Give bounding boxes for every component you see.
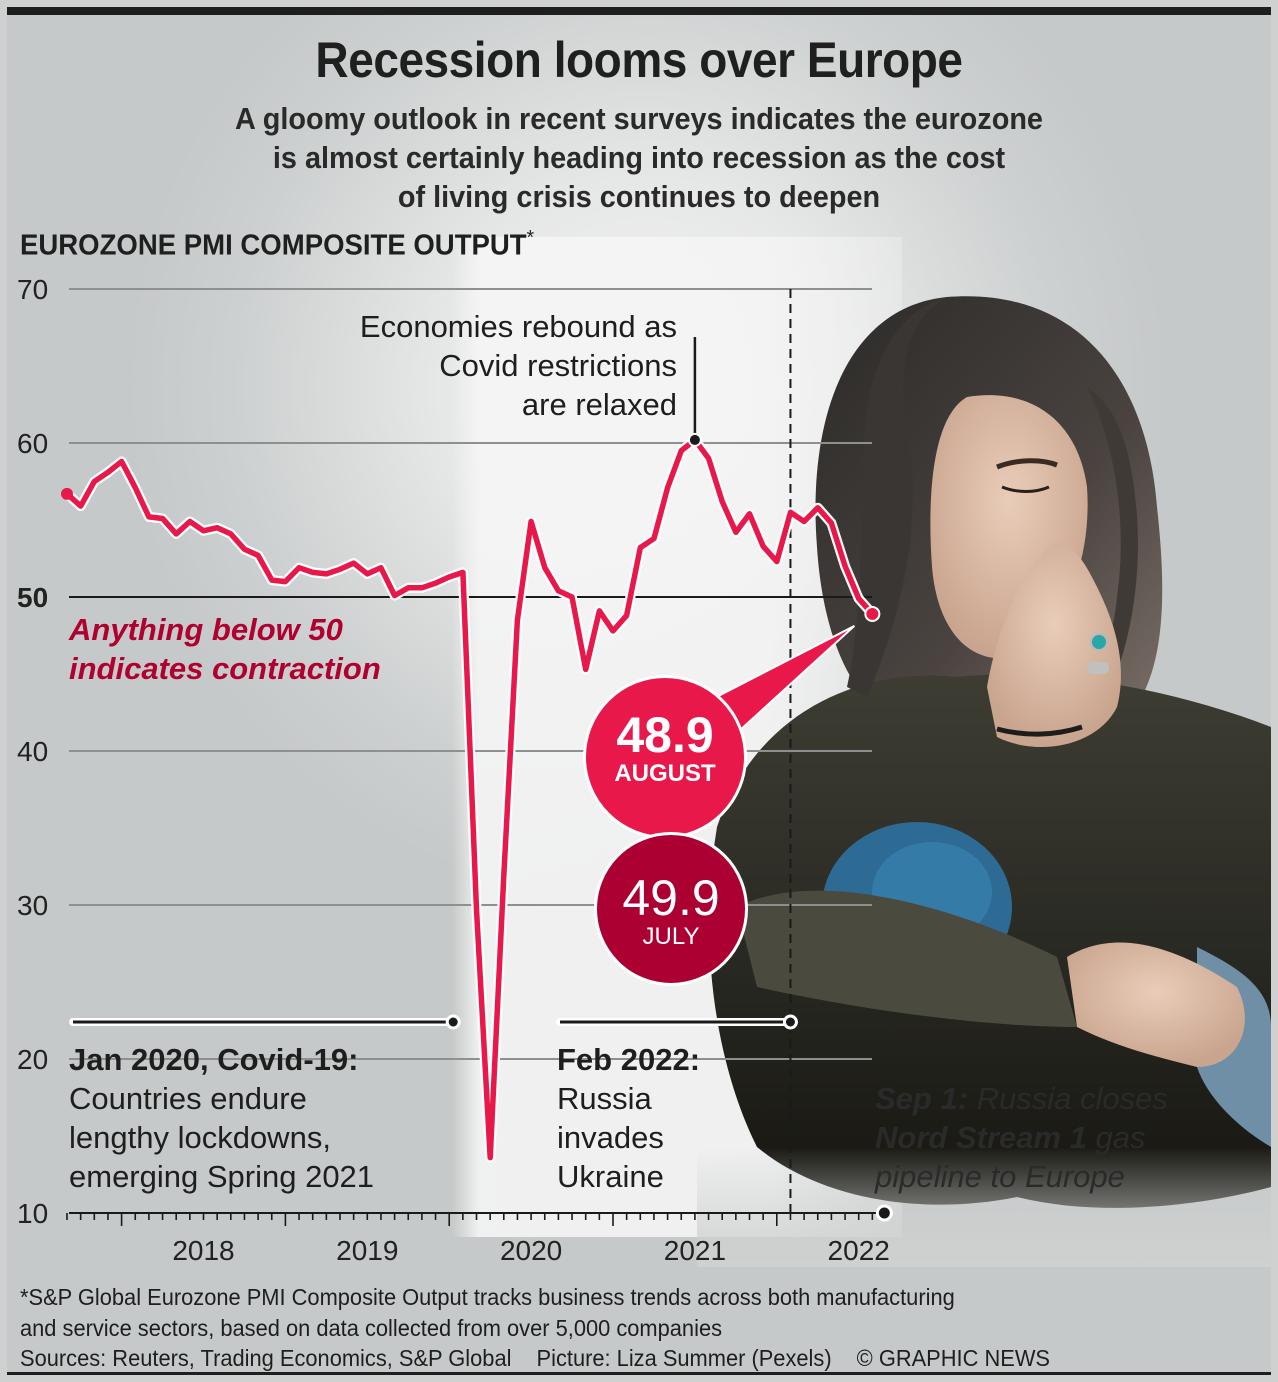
nordstream-text: Russia closes <box>968 1081 1168 1116</box>
y-tick-label: 30 <box>17 890 48 921</box>
covid-bracket-dot <box>445 1014 461 1030</box>
nordstream-annotation: Sep 1: Russia closes Nord Stream 1 gas p… <box>875 1079 1168 1196</box>
y-tick-label: 70 <box>17 274 48 305</box>
pmi-line <box>64 437 876 1161</box>
y-tick-label: 50 <box>17 582 48 613</box>
footnote-line: and service sectors, based on data colle… <box>20 1315 723 1341</box>
august-value: 48.9 <box>616 707 714 763</box>
covid-annotation-line: emerging Spring 2021 <box>69 1159 375 1194</box>
rebound-annotation-line: Economies rebound as <box>359 309 677 344</box>
credits-line: Sources: Reuters, Trading Economics, S&P… <box>20 1345 1069 1372</box>
chart-title-text: EUROZONE PMI COMPOSITE OUTPUT <box>20 229 527 262</box>
footnote: *S&P Global Eurozone PMI Composite Outpu… <box>20 1282 955 1344</box>
picture-credit: Picture: Liza Summer (Pexels) <box>536 1345 832 1371</box>
axis-end-marker <box>875 1204 893 1222</box>
x-tick-label: 2019 <box>336 1235 398 1266</box>
page-title: Recession looms over Europe <box>315 32 963 88</box>
series-end-dot <box>864 605 881 622</box>
footnote-line: *S&P Global Eurozone PMI Composite Outpu… <box>20 1284 955 1310</box>
y-tick-label: 60 <box>17 428 48 459</box>
contraction-note: Anything below 50 indicates contraction <box>69 610 381 688</box>
bottom-bar <box>7 1372 1271 1375</box>
nordstream-text: pipeline to Europe <box>875 1159 1125 1194</box>
y-tick-label: 20 <box>17 1044 48 1075</box>
x-tick-label: 2021 <box>664 1235 726 1266</box>
subtitle-line: of living crisis continues to deepen <box>397 179 881 214</box>
ukraine-annotation-line: Russia <box>557 1081 652 1116</box>
subtitle-line: A gloomy outlook in recent surveys indic… <box>235 101 1043 136</box>
x-tick-label: 2022 <box>828 1235 890 1266</box>
contraction-note-line: Anything below 50 <box>69 612 343 647</box>
subtitle-line: is almost certainly heading into recessi… <box>272 140 1006 175</box>
series-start-dot <box>61 487 73 500</box>
rebound-annotation: Economies rebound as Covid restrictions … <box>257 307 677 424</box>
subtitle: A gloomy outlook in recent surveys indic… <box>51 99 1227 216</box>
y-tick-label: 10 <box>17 1198 48 1229</box>
covid-annotation-title: Jan 2020, Covid-19: <box>69 1042 359 1077</box>
nordstream-text: gas <box>1086 1120 1146 1155</box>
august-value-bubble: 48.9 AUGUST <box>583 675 747 839</box>
ukraine-annotation-title: Feb 2022: <box>557 1042 701 1077</box>
contraction-note-line: indicates contraction <box>69 651 381 686</box>
woman-photo <box>697 296 1271 1267</box>
ukraine-annotation-line: invades <box>557 1120 664 1155</box>
covid-annotation-line: Countries endure <box>69 1081 307 1116</box>
nordstream-pipeline-name: Nord Stream 1 <box>875 1120 1087 1155</box>
chart-title: EUROZONE PMI COMPOSITE OUTPUT* <box>20 227 534 263</box>
ukraine-annotation: Feb 2022: Russia invades Ukraine <box>557 1040 700 1196</box>
infographic-frame: Recession looms over Europe A gloomy out… <box>7 7 1271 1375</box>
nordstream-date: Sep 1: <box>875 1081 969 1116</box>
top-bar <box>7 7 1271 15</box>
covid-annotation-line: lengthy lockdowns, <box>69 1120 331 1155</box>
august-label: AUGUST <box>614 760 716 787</box>
chart-title-asterisk: * <box>526 227 535 249</box>
x-tick-label: 2020 <box>500 1235 562 1266</box>
copyright: © GRAPHIC NEWS <box>856 1345 1051 1371</box>
y-tick-label: 40 <box>17 736 48 767</box>
sources-text: Sources: Reuters, Trading Economics, S&P… <box>20 1345 512 1371</box>
x-tick-label: 2018 <box>172 1235 234 1266</box>
rebound-peak-dot <box>687 432 702 447</box>
rebound-annotation-line: Covid restrictions <box>439 348 677 383</box>
covid-annotation: Jan 2020, Covid-19: Countries endure len… <box>69 1040 374 1196</box>
july-label: JULY <box>642 923 700 950</box>
july-value: 49.9 <box>622 870 720 926</box>
ukraine-bracket-dot <box>782 1014 798 1030</box>
rebound-annotation-line: are relaxed <box>521 387 677 422</box>
ukraine-annotation-line: Ukraine <box>557 1159 664 1194</box>
july-value-bubble: 49.9 JULY <box>594 832 748 986</box>
